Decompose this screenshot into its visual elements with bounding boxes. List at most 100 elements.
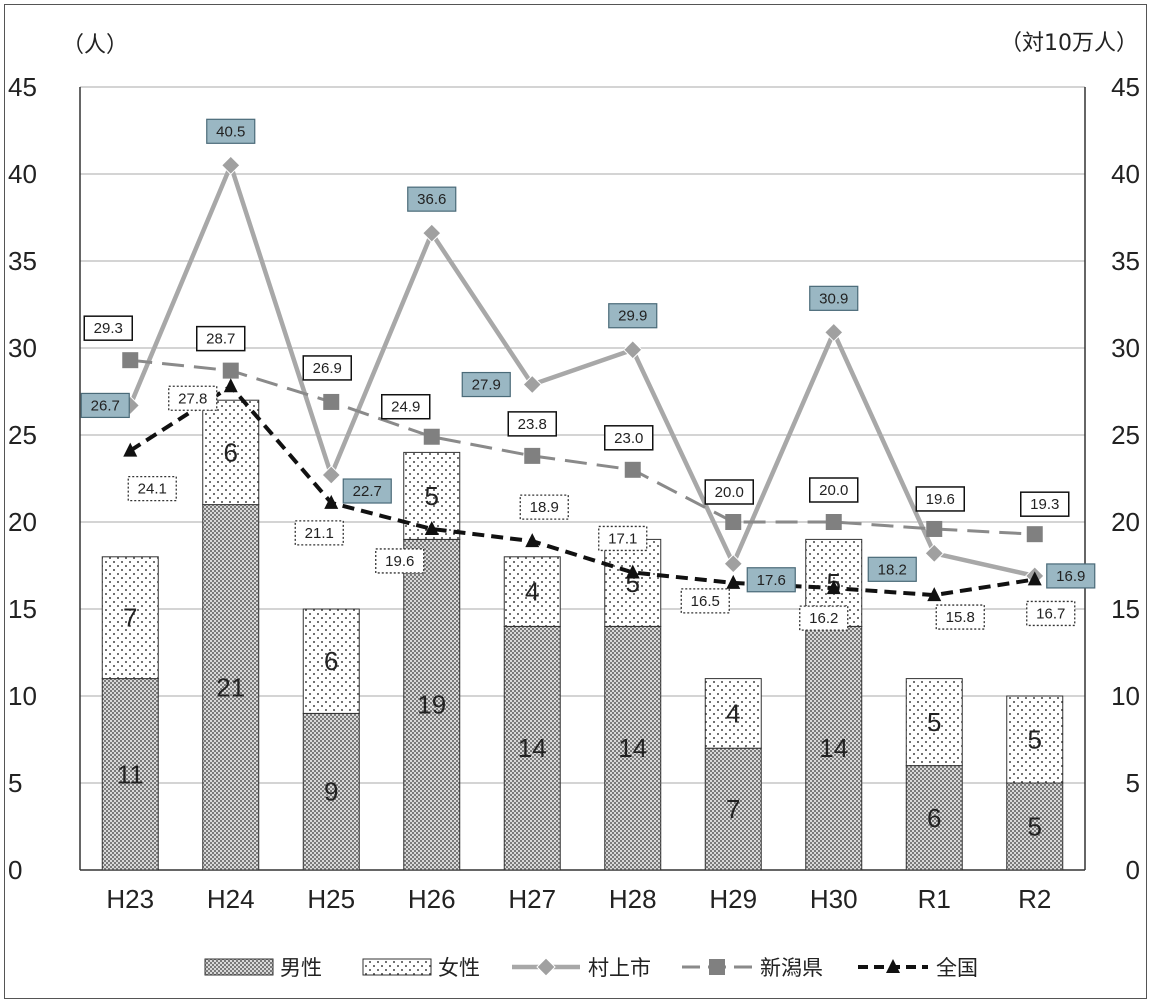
- data-label: 29.3: [94, 320, 123, 337]
- y-tick-label: 45: [8, 72, 37, 102]
- marker-diamond: [536, 957, 556, 977]
- bar-female-label: 5: [1028, 725, 1042, 755]
- marker-square: [926, 520, 943, 537]
- x-tick-label: H27: [508, 884, 556, 914]
- data-label-box: [1020, 491, 1070, 517]
- data-label-box: [799, 605, 849, 631]
- right-axis-unit: （対10万人）: [1000, 31, 1138, 56]
- y2-tick-label: 0: [1126, 855, 1140, 885]
- marker-triangle: [826, 580, 841, 595]
- data-label: 24.9: [391, 399, 420, 416]
- data-label: 16.2: [809, 610, 838, 627]
- data-label-box: [294, 520, 344, 546]
- chart-frame: [4, 4, 1147, 999]
- x-tick-label: H30: [810, 884, 858, 914]
- data-label: 17.1: [608, 530, 637, 547]
- data-label-box: [127, 476, 177, 502]
- marker-diamond: [723, 554, 743, 574]
- data-label: 19.3: [1030, 496, 1059, 513]
- data-label: 40.5: [216, 123, 245, 140]
- marker-triangle: [927, 587, 942, 602]
- bar-female: [101, 556, 159, 680]
- x-tick-label: H29: [709, 884, 757, 914]
- x-tick-label: R1: [918, 884, 951, 914]
- marker-triangle: [324, 494, 339, 509]
- bar-male: [704, 747, 762, 871]
- marker-diamond: [924, 543, 944, 564]
- bar-male: [905, 765, 963, 871]
- data-label-box: [168, 385, 218, 411]
- marker-diamond: [422, 223, 442, 243]
- marker-square: [323, 393, 340, 410]
- data-label-box: [915, 486, 965, 512]
- data-label: 30.9: [819, 290, 848, 307]
- marker-triangle: [223, 378, 238, 393]
- marker-square: [1026, 526, 1043, 543]
- x-tick-label: R2: [1018, 884, 1051, 914]
- y2-tick-label: 5: [1126, 768, 1140, 798]
- y-tick-label: 5: [8, 768, 22, 798]
- y2-tick-label: 20: [1111, 507, 1140, 537]
- bar-female: [202, 399, 260, 506]
- data-label: 15.8: [946, 609, 975, 626]
- data-label-box: [680, 588, 730, 614]
- bar-female-label: 6: [224, 437, 238, 467]
- series-line-murakami: [128, 158, 1036, 579]
- marker-square: [825, 514, 842, 530]
- series-line-national: [129, 383, 1036, 598]
- y2-tick-label: 30: [1111, 333, 1140, 363]
- bar-male-label: 6: [927, 803, 941, 833]
- y2-tick-label: 10: [1111, 681, 1140, 711]
- marker-square: [725, 514, 742, 530]
- data-label: 17.6: [757, 572, 786, 589]
- x-tick-label: H24: [207, 884, 255, 914]
- y2-tick-label: 40: [1111, 159, 1140, 189]
- data-label-box: [1046, 563, 1096, 589]
- y2-tick-label: 15: [1111, 594, 1140, 624]
- bar-female-label: 6: [324, 646, 338, 676]
- data-label-box: [80, 392, 130, 419]
- data-label-box: [407, 186, 457, 212]
- marker-diamond: [221, 155, 241, 176]
- legend-label: 全国: [936, 956, 978, 980]
- bar-male: [503, 625, 561, 871]
- data-label-box: [608, 303, 658, 329]
- bar-female: [905, 678, 963, 767]
- legend-label: 男性: [280, 956, 322, 980]
- bar-female: [503, 556, 561, 627]
- data-label: 22.7: [353, 483, 382, 500]
- bar-male-label: 19: [417, 690, 446, 720]
- marker-diamond: [824, 322, 844, 343]
- marker-diamond: [623, 340, 643, 360]
- data-label-box: [746, 567, 796, 593]
- x-tick-label: H25: [307, 884, 355, 914]
- y-tick-label: 10: [8, 681, 37, 711]
- bar-male: [302, 712, 360, 871]
- bar-male-label: 7: [726, 794, 740, 824]
- data-label-box: [196, 325, 246, 352]
- bar-male-label: 11: [117, 759, 144, 789]
- bar-female-label: 7: [123, 603, 137, 633]
- legend-label: 村上市: [588, 956, 651, 980]
- data-label-box: [809, 285, 859, 311]
- data-label-box: [867, 556, 917, 582]
- data-label: 18.9: [530, 499, 559, 516]
- bar-female-label: 4: [525, 577, 539, 607]
- data-label: 20.0: [715, 484, 744, 501]
- data-label-box: [206, 118, 256, 144]
- bar-male: [604, 625, 662, 871]
- marker-triangle: [525, 533, 540, 548]
- marker-square: [222, 362, 239, 379]
- marker-triangle: [726, 574, 741, 589]
- y-tick-label: 15: [8, 594, 37, 624]
- data-label-box: [461, 371, 511, 398]
- legend-label: 女性: [438, 956, 480, 980]
- bar-male-label: 5: [1028, 812, 1042, 842]
- data-label-box: [598, 525, 648, 552]
- data-label: 27.8: [178, 390, 207, 407]
- data-label: 36.6: [417, 191, 446, 208]
- data-label-box: [809, 477, 859, 503]
- y-tick-label: 25: [8, 420, 37, 450]
- data-label-box: [342, 478, 392, 504]
- data-label: 19.6: [926, 491, 955, 508]
